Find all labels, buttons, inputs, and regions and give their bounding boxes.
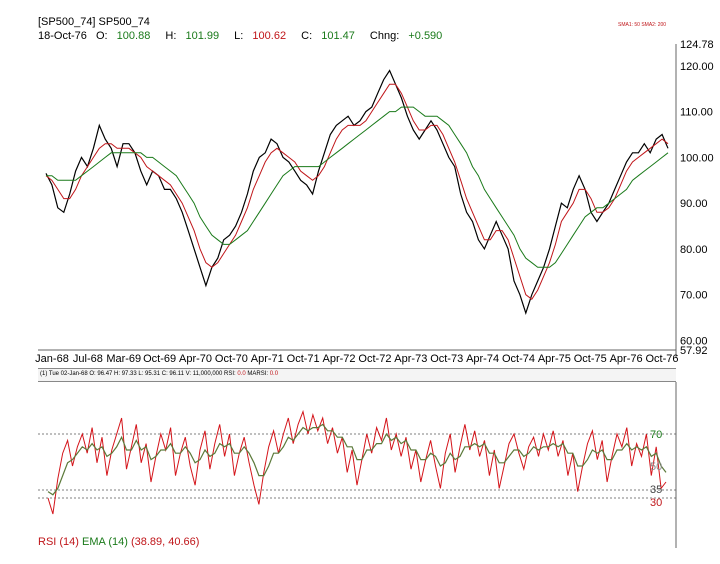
rsi-info-text: (1) Tue 02-Jan-68 O: 96.47 H: 97.33 L: 9… [40,371,236,377]
price-x-tick-label: Mar-69 [106,353,141,365]
rsi-ema-line [47,423,667,496]
price-y-tick-label: 80.00 [680,244,708,256]
rsi-y-tick-label: 35 [650,484,662,496]
price-y-tick-label: 60.00 [680,335,708,347]
price-x-tick-label: Oct-70 [215,353,248,365]
rsi-legend: RSI (14) EMA (14) (38.89, 40.66) [38,536,199,548]
price-y-tick-label: 100.00 [680,152,714,164]
rsi-info-marsi-value: 0.0 [268,371,279,377]
rsi-y-tick-label: 70 [650,429,662,441]
ema-legend-label: EMA (14) [82,536,128,548]
price-x-tick-label: Oct-72 [358,353,391,365]
price-x-tick-label: Oct-73 [430,353,463,365]
price-x-tick-label: Apr-74 [466,353,499,365]
price-y-tick-label: 110.00 [680,107,713,119]
high-label: H: [165,30,177,42]
price-x-tick-label: Oct-71 [287,353,320,365]
moving-average-legend: SMA1: 50 SMA2: 200 [618,22,667,28]
ohlc-readout: 18-Oct-76 O: 100.88 H: 101.99 L: 100.62 … [38,29,454,43]
quote-date: 18-Oct-76 [38,30,87,42]
open-value: 100.88 [116,30,151,42]
rsi-info-bar: (1) Tue 02-Jan-68 O: 96.47 H: 97.33 L: 9… [40,370,278,378]
close-value: 101.47 [321,30,355,42]
price-x-tick-label: Apr-75 [538,353,571,365]
price-y-tick-label: 70.00 [680,290,708,302]
price-x-tick-label: Oct-74 [502,353,535,365]
symbol-title: [SP500_74] SP500_74 [38,16,150,28]
close-label: C: [301,30,313,42]
long-ma-line [46,106,669,268]
change-label: Chng: [369,30,400,42]
price-y-tick-label: 90.00 [680,198,708,210]
high-value: 101.99 [185,30,220,42]
short-ma-line [45,83,669,301]
rsi-y-tick-label: 30 [650,497,662,509]
price-panel-frame [38,44,677,358]
price-x-tick-label: Jan-68 [35,353,69,365]
rsi-legend-label: RSI (14) [38,536,79,548]
pane-divider[interactable] [38,368,676,382]
rsi-info-marsi-text: MARSI: [245,371,269,377]
price-y-tick-label: 120.00 [680,61,714,73]
price-x-tick-label: Apr-71 [251,353,284,365]
rsi-line [47,409,667,515]
price-x-tick-label: Oct-69 [143,353,176,365]
price-x-tick-label: Oct-76 [645,353,678,365]
rsi-legend-values: (38.89, 40.66) [130,536,200,548]
low-value: 100.62 [252,30,287,42]
price-series-group [45,69,669,315]
price-y-tick-label: 57.92 [680,345,708,357]
rsi-series-group [47,409,667,515]
rsi-y-tick-label: 50 [650,461,662,473]
price-y-axis: 124.78 120.00 110.00 100.00 90.00 80.00 70.00 6… [680,39,714,357]
chart-header: [SP500_74] SP500_74 18-Oct-76 O: 100.88 … [38,15,454,43]
price-close-line [45,69,669,315]
price-y-tick-label: 124.78 [680,39,714,51]
rsi-info-rsi-value: 0.0 [235,371,246,377]
price-x-tick-label: Oct-75 [574,353,607,365]
change-value: +0.590 [408,30,443,42]
price-x-axis: Jan-68 Jul-68 Mar-69 Oct-69 Apr-70 Oct-70 Apr-… [35,353,678,365]
price-x-tick-label: Apr-76 [610,353,643,365]
price-x-tick-label: Jul-68 [73,353,103,365]
price-x-tick-label: Apr-72 [323,353,356,365]
low-label: L: [234,30,244,42]
price-x-tick-label: Apr-70 [179,353,212,365]
price-x-tick-label: Apr-73 [394,353,427,365]
open-label: O: [95,30,108,42]
